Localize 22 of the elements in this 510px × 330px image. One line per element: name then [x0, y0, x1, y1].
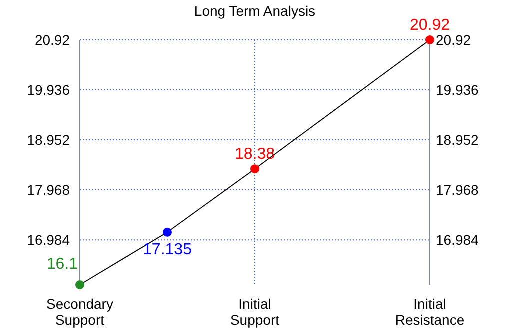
- x-tick-label: Initial Support: [230, 296, 280, 328]
- y2-tick-label: 17.968: [436, 182, 480, 198]
- point: [76, 280, 84, 290]
- data-label: 20.92: [410, 17, 450, 34]
- y2-tick-label: 18.952: [436, 132, 480, 148]
- point: [426, 36, 434, 44]
- y2-tick-label: 19.936: [436, 82, 480, 98]
- data-label: 18.38: [234, 146, 276, 164]
- y-tick-label: 20.92: [34, 32, 70, 48]
- data-label: 16.1: [46, 256, 78, 273]
- y2-tick-label: 20.92: [436, 32, 472, 48]
- y-tick-label: 18.952: [27, 132, 70, 148]
- chart-title: Long Term Analysis: [194, 3, 316, 19]
- data-label: 17.135: [143, 241, 192, 258]
- x-tick-label: Secondary Support: [46, 296, 114, 328]
- y2-tick-label: 16.984: [436, 232, 480, 248]
- y-tick-label: 17.968: [27, 182, 70, 198]
- y-tick-label: 16.984: [27, 232, 70, 248]
- y-tick-label: 19.936: [27, 82, 70, 98]
- x-tick-label: Initial Resistance: [395, 296, 465, 328]
- point: [250, 164, 260, 174]
- point: [163, 228, 172, 237]
